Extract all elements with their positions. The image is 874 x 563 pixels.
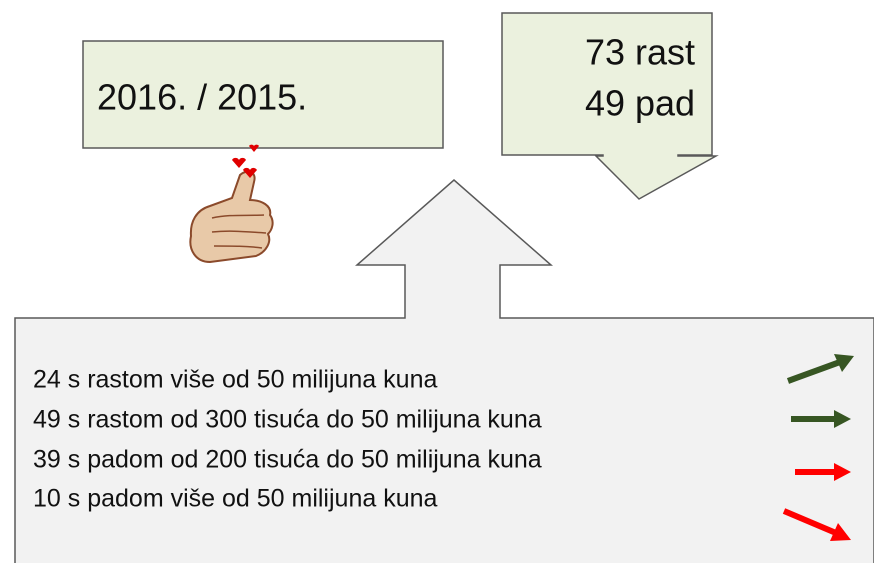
- group-text: 10 s padom više od 50 milijuna kuna: [33, 485, 438, 513]
- group-text: 49 s rastom od 300 tisuća do 50 milijuna…: [33, 406, 542, 434]
- thumbs-up-icon: [190, 145, 272, 262]
- period-text: 2016. / 2015.: [97, 77, 307, 118]
- summary-line: 49 pad: [585, 83, 695, 124]
- group-text: 24 s rastom više od 50 milijuna kuna: [33, 366, 437, 394]
- group-text: 39 s padom od 200 tisuća do 50 milijuna …: [33, 446, 542, 474]
- summary-line: 73 rast: [585, 32, 695, 73]
- slide: 2016. / 2015. 73 rast 49 pad 24 s rastom…: [0, 0, 874, 563]
